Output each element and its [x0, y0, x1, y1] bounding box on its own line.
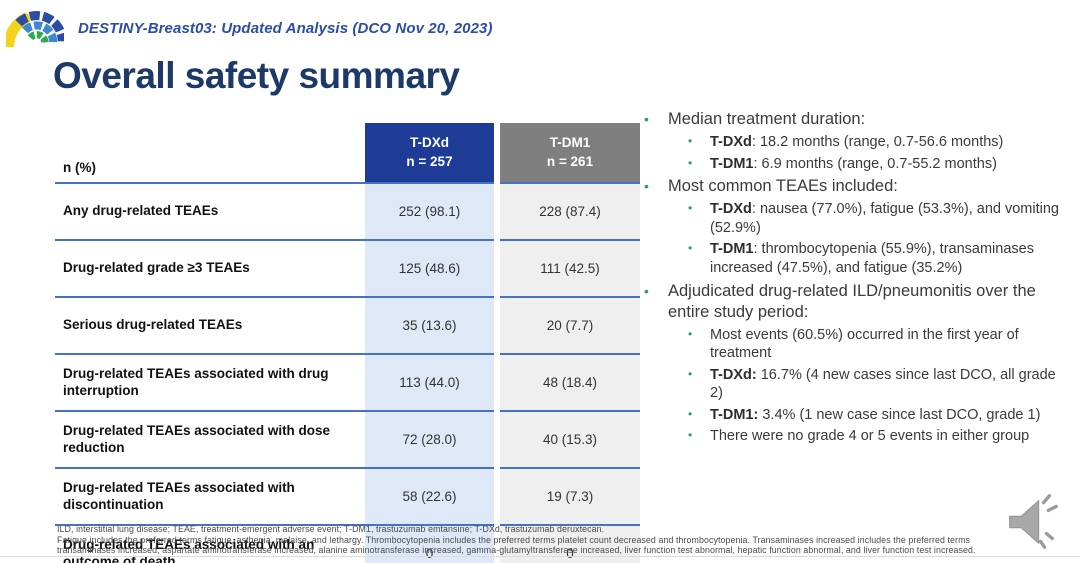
sub-bullet-text: There were no grade 4 or 5 events in eit…: [710, 428, 1030, 445]
sub-bullet-dot-icon: •: [688, 428, 693, 443]
audio-speaker-icon[interactable]: [998, 491, 1060, 553]
page-title: Overall safety summary: [53, 55, 460, 96]
bullet-group: • Median treatment duration: • T-DXd: 18…: [644, 109, 1068, 173]
table-row: Drug-related TEAEs associated with dose …: [55, 411, 640, 469]
bullet-text: Adjudicated drug-related ILD/pneumonitis…: [668, 281, 1036, 321]
sub-bullet-item: • T-DM1: 3.4% (1 new case since last DCO…: [688, 406, 1068, 425]
tdm1-n: n = 261: [546, 153, 594, 169]
bullet-dot-icon: •: [644, 111, 649, 127]
safety-table: n (%) T-DXd n = 257 T-DM1 n = 261 Any dr…: [55, 123, 640, 563]
table-row: Serious drug-related TEAEs 35 (13.6) 20 …: [55, 297, 640, 355]
sub-bullet-item: • T-DXd: 18.2 months (range, 0.7-56.6 mo…: [688, 133, 1068, 152]
footnote-line: transaminases increased, aspartate amino…: [57, 545, 976, 556]
sub-bullet-text: T-DM1: 6.9 months (range, 0.7-55.2 month…: [710, 155, 997, 172]
footnotes: ILD, interstitial lung disease; TEAE, tr…: [57, 524, 1072, 556]
table-row: Drug-related grade ≥3 TEAEs 125 (48.6) 1…: [55, 240, 640, 298]
sub-bullet-dot-icon: •: [688, 134, 693, 149]
bullet-item: • Adjudicated drug-related ILD/pneumonit…: [644, 281, 1068, 323]
sub-bullet-item: • Most events (60.5%) occurred in the fi…: [688, 326, 1068, 363]
table-row-label: Drug-related TEAEs associated with an ou…: [55, 525, 365, 563]
bullet-item: • Median treatment duration:: [644, 109, 1068, 130]
sub-bullet-text: T-DM1: 3.4% (1 new case since last DCO, …: [710, 406, 1041, 423]
bullet-item: • Most common TEAEs included:: [644, 176, 1068, 197]
tdm1-value-cell: 228 (87.4): [494, 183, 640, 241]
sub-bullet-text: T-DXd: nausea (77.0%), fatigue (53.3%), …: [710, 201, 1059, 236]
table-row-label: Drug-related grade ≥3 TEAEs: [55, 240, 365, 298]
tdm1-value-cell: 48 (18.4): [494, 354, 640, 412]
sub-bullet-dot-icon: •: [688, 366, 693, 381]
safety-table-body: Any drug-related TEAEs 252 (98.1) 228 (8…: [55, 183, 640, 563]
table-row-label: Drug-related TEAEs associated with dose …: [55, 411, 365, 469]
row-header-label: n (%): [55, 123, 365, 184]
sub-bullet-text: T-DXd: 16.7% (4 new cases since last DCO…: [710, 366, 1056, 402]
table-row: Drug-related TEAEs associated with disco…: [55, 468, 640, 526]
table-row-label: Any drug-related TEAEs: [55, 183, 365, 241]
sub-bullet-dot-icon: •: [688, 326, 693, 341]
bullet-text: Most common TEAEs included:: [668, 177, 898, 196]
banner-title: DESTINY-Breast03: Updated Analysis (DCO …: [78, 19, 493, 37]
bullet-text: Median treatment duration:: [668, 110, 866, 128]
tdm1-value-cell: 19 (7.3): [494, 468, 640, 526]
table-row: Any drug-related TEAEs 252 (98.1) 228 (8…: [55, 183, 640, 241]
table-row-label: Serious drug-related TEAEs: [55, 297, 365, 355]
summary-bullets-panel: • Median treatment duration: • T-DXd: 18…: [644, 108, 1068, 449]
tdxd-value-cell: 125 (48.6): [365, 240, 497, 298]
tdxd-label: T-DXd: [410, 135, 449, 151]
tdm1-label: T-DM1: [549, 135, 591, 151]
tdm1-value-cell: 20 (7.7): [494, 297, 640, 355]
table-header-row: n (%) T-DXd n = 257 T-DM1 n = 261: [55, 123, 640, 184]
tdxd-value-cell: 58 (22.6): [365, 468, 497, 526]
table-row-label: Drug-related TEAEs associated with disco…: [55, 468, 365, 526]
column-header-tdm1: T-DM1 n = 261: [494, 123, 640, 184]
sub-bullet-item: • T-DXd: nausea (77.0%), fatigue (53.3%)…: [688, 200, 1068, 237]
sub-bullet-item: • T-DM1: 6.9 months (range, 0.7-55.2 mon…: [688, 155, 1068, 174]
sub-bullet-dot-icon: •: [688, 201, 693, 216]
sub-bullet-list: • T-DXd: 18.2 months (range, 0.7-56.6 mo…: [644, 133, 1068, 173]
bullet-group: • Most common TEAEs included: • T-DXd: n…: [644, 176, 1068, 277]
sub-bullet-item: • There were no grade 4 or 5 events in e…: [688, 427, 1068, 446]
sub-bullet-text: Most events (60.5%) occurred in the firs…: [710, 326, 1019, 362]
sub-bullet-text: T-DXd: 18.2 months (range, 0.7-56.6 mont…: [710, 134, 1004, 151]
sub-bullet-list: • Most events (60.5%) occurred in the fi…: [644, 326, 1068, 446]
table-row: Drug-related TEAEs associated with drug …: [55, 354, 640, 412]
sub-bullet-item: • T-DXd: 16.7% (4 new cases since last D…: [688, 366, 1068, 403]
table-row-label: Drug-related TEAEs associated with drug …: [55, 354, 365, 412]
tdxd-value-cell: 35 (13.6): [365, 297, 497, 355]
sub-bullet-dot-icon: •: [688, 155, 693, 170]
sub-bullet-dot-icon: •: [688, 406, 693, 421]
sub-bullet-text: T-DM1: thrombocytopenia (55.9%), transam…: [710, 241, 1034, 276]
footnote-line: ILD, interstitial lung disease; TEAE, tr…: [57, 524, 605, 534]
sub-bullet-list: • T-DXd: nausea (77.0%), fatigue (53.3%)…: [644, 200, 1068, 277]
tdm1-value-cell: 111 (42.5): [494, 240, 640, 298]
conference-fan-logo: [6, 11, 64, 47]
sub-bullet-item: • T-DM1: thrombocytopenia (55.9%), trans…: [688, 240, 1068, 277]
tdxd-value-cell: 72 (28.0): [365, 411, 497, 469]
column-header-tdxd: T-DXd n = 257: [365, 123, 497, 184]
bullet-dot-icon: •: [644, 178, 649, 195]
footnote-line: Fatigue includes the preferred terms fat…: [57, 534, 971, 545]
bullet-dot-icon: •: [644, 282, 649, 299]
sub-bullet-dot-icon: •: [688, 241, 693, 256]
tdm1-value-cell: 40 (15.3): [494, 411, 640, 469]
tdxd-n: n = 257: [406, 153, 453, 169]
slide-bottom-edge: [0, 556, 1080, 557]
tdxd-value-cell: 252 (98.1): [365, 183, 497, 241]
tdxd-value-cell: 113 (44.0): [365, 354, 497, 412]
bullet-group: • Adjudicated drug-related ILD/pneumonit…: [644, 281, 1068, 447]
banner: DESTINY-Breast03: Updated Analysis (DCO …: [6, 3, 493, 47]
